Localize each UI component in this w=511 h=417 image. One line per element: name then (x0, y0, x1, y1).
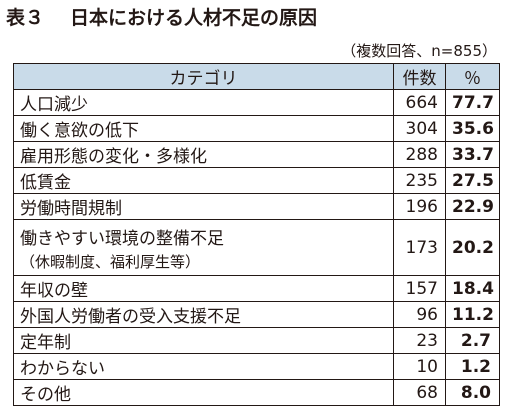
sample-note: （複数回答、n=855） (341, 42, 497, 60)
table-header-row: カテゴリ 件数 ％ (13, 63, 500, 90)
results-table: カテゴリ 件数 ％ 人口減少 664 77.7 働く意欲の低下 304 35.6… (13, 63, 500, 406)
row-count: 68 (393, 379, 446, 406)
row-category: 定年制 (13, 327, 394, 354)
row-count: 304 (393, 115, 446, 142)
table-row: 労働時間規制 196 22.9 (13, 193, 500, 220)
row-category: 働く意欲の低下 (13, 115, 394, 142)
row-category-main: 働きやすい環境の整備不足 (20, 228, 224, 249)
page-title: 表３ 日本における人材不足の原因 (6, 3, 317, 30)
row-count: 10 (393, 353, 446, 380)
table-row: 外国人労働者の受入支援不足 96 11.2 (13, 301, 500, 328)
row-percent: 1.2 (445, 353, 500, 380)
row-category: その他 (13, 379, 394, 406)
row-category-sub: （休暇制度、福利厚生等） (20, 252, 201, 271)
row-count: 196 (393, 193, 446, 220)
row-count: 664 (393, 89, 446, 116)
row-count: 157 (393, 275, 446, 302)
table-row: 年収の壁 157 18.4 (13, 275, 500, 302)
table-row: 働きやすい環境の整備不足 （休暇制度、福利厚生等） 173 20.2 (13, 219, 500, 276)
row-percent: 8.0 (445, 379, 500, 406)
row-percent: 27.5 (445, 167, 500, 194)
row-percent: 22.9 (445, 193, 500, 220)
header-percent: ％ (445, 63, 500, 90)
row-percent: 11.2 (445, 301, 500, 328)
row-percent: 20.2 (445, 219, 500, 276)
table-row: 働く意欲の低下 304 35.6 (13, 115, 500, 142)
row-percent: 35.6 (445, 115, 500, 142)
row-category: 年収の壁 (13, 275, 394, 302)
title-text: 日本における人材不足の原因 (70, 7, 318, 29)
row-percent: 77.7 (445, 89, 500, 116)
table-row: 雇用形態の変化・多様化 288 33.7 (13, 141, 500, 168)
row-percent: 2.7 (445, 327, 500, 354)
row-category: 人口減少 (13, 89, 394, 116)
header-count: 件数 (393, 63, 446, 90)
table-row: 低賃金 235 27.5 (13, 167, 500, 194)
header-category: カテゴリ (13, 63, 394, 90)
row-count: 173 (393, 219, 446, 276)
row-category: 外国人労働者の受入支援不足 (13, 301, 394, 328)
row-category: 労働時間規制 (13, 193, 394, 220)
row-count: 288 (393, 141, 446, 168)
row-category: 働きやすい環境の整備不足 （休暇制度、福利厚生等） (13, 219, 394, 276)
table-row: わからない 10 1.2 (13, 353, 500, 380)
row-percent: 18.4 (445, 275, 500, 302)
row-count: 96 (393, 301, 446, 328)
table-row: 定年制 23 2.7 (13, 327, 500, 354)
table-row: その他 68 8.0 (13, 379, 500, 406)
row-percent: 33.7 (445, 141, 500, 168)
table-number: 表３ (6, 7, 45, 29)
row-category: 雇用形態の変化・多様化 (13, 141, 394, 168)
row-count: 23 (393, 327, 446, 354)
row-count: 235 (393, 167, 446, 194)
row-category: 低賃金 (13, 167, 394, 194)
table-row: 人口減少 664 77.7 (13, 89, 500, 116)
row-category: わからない (13, 353, 394, 380)
